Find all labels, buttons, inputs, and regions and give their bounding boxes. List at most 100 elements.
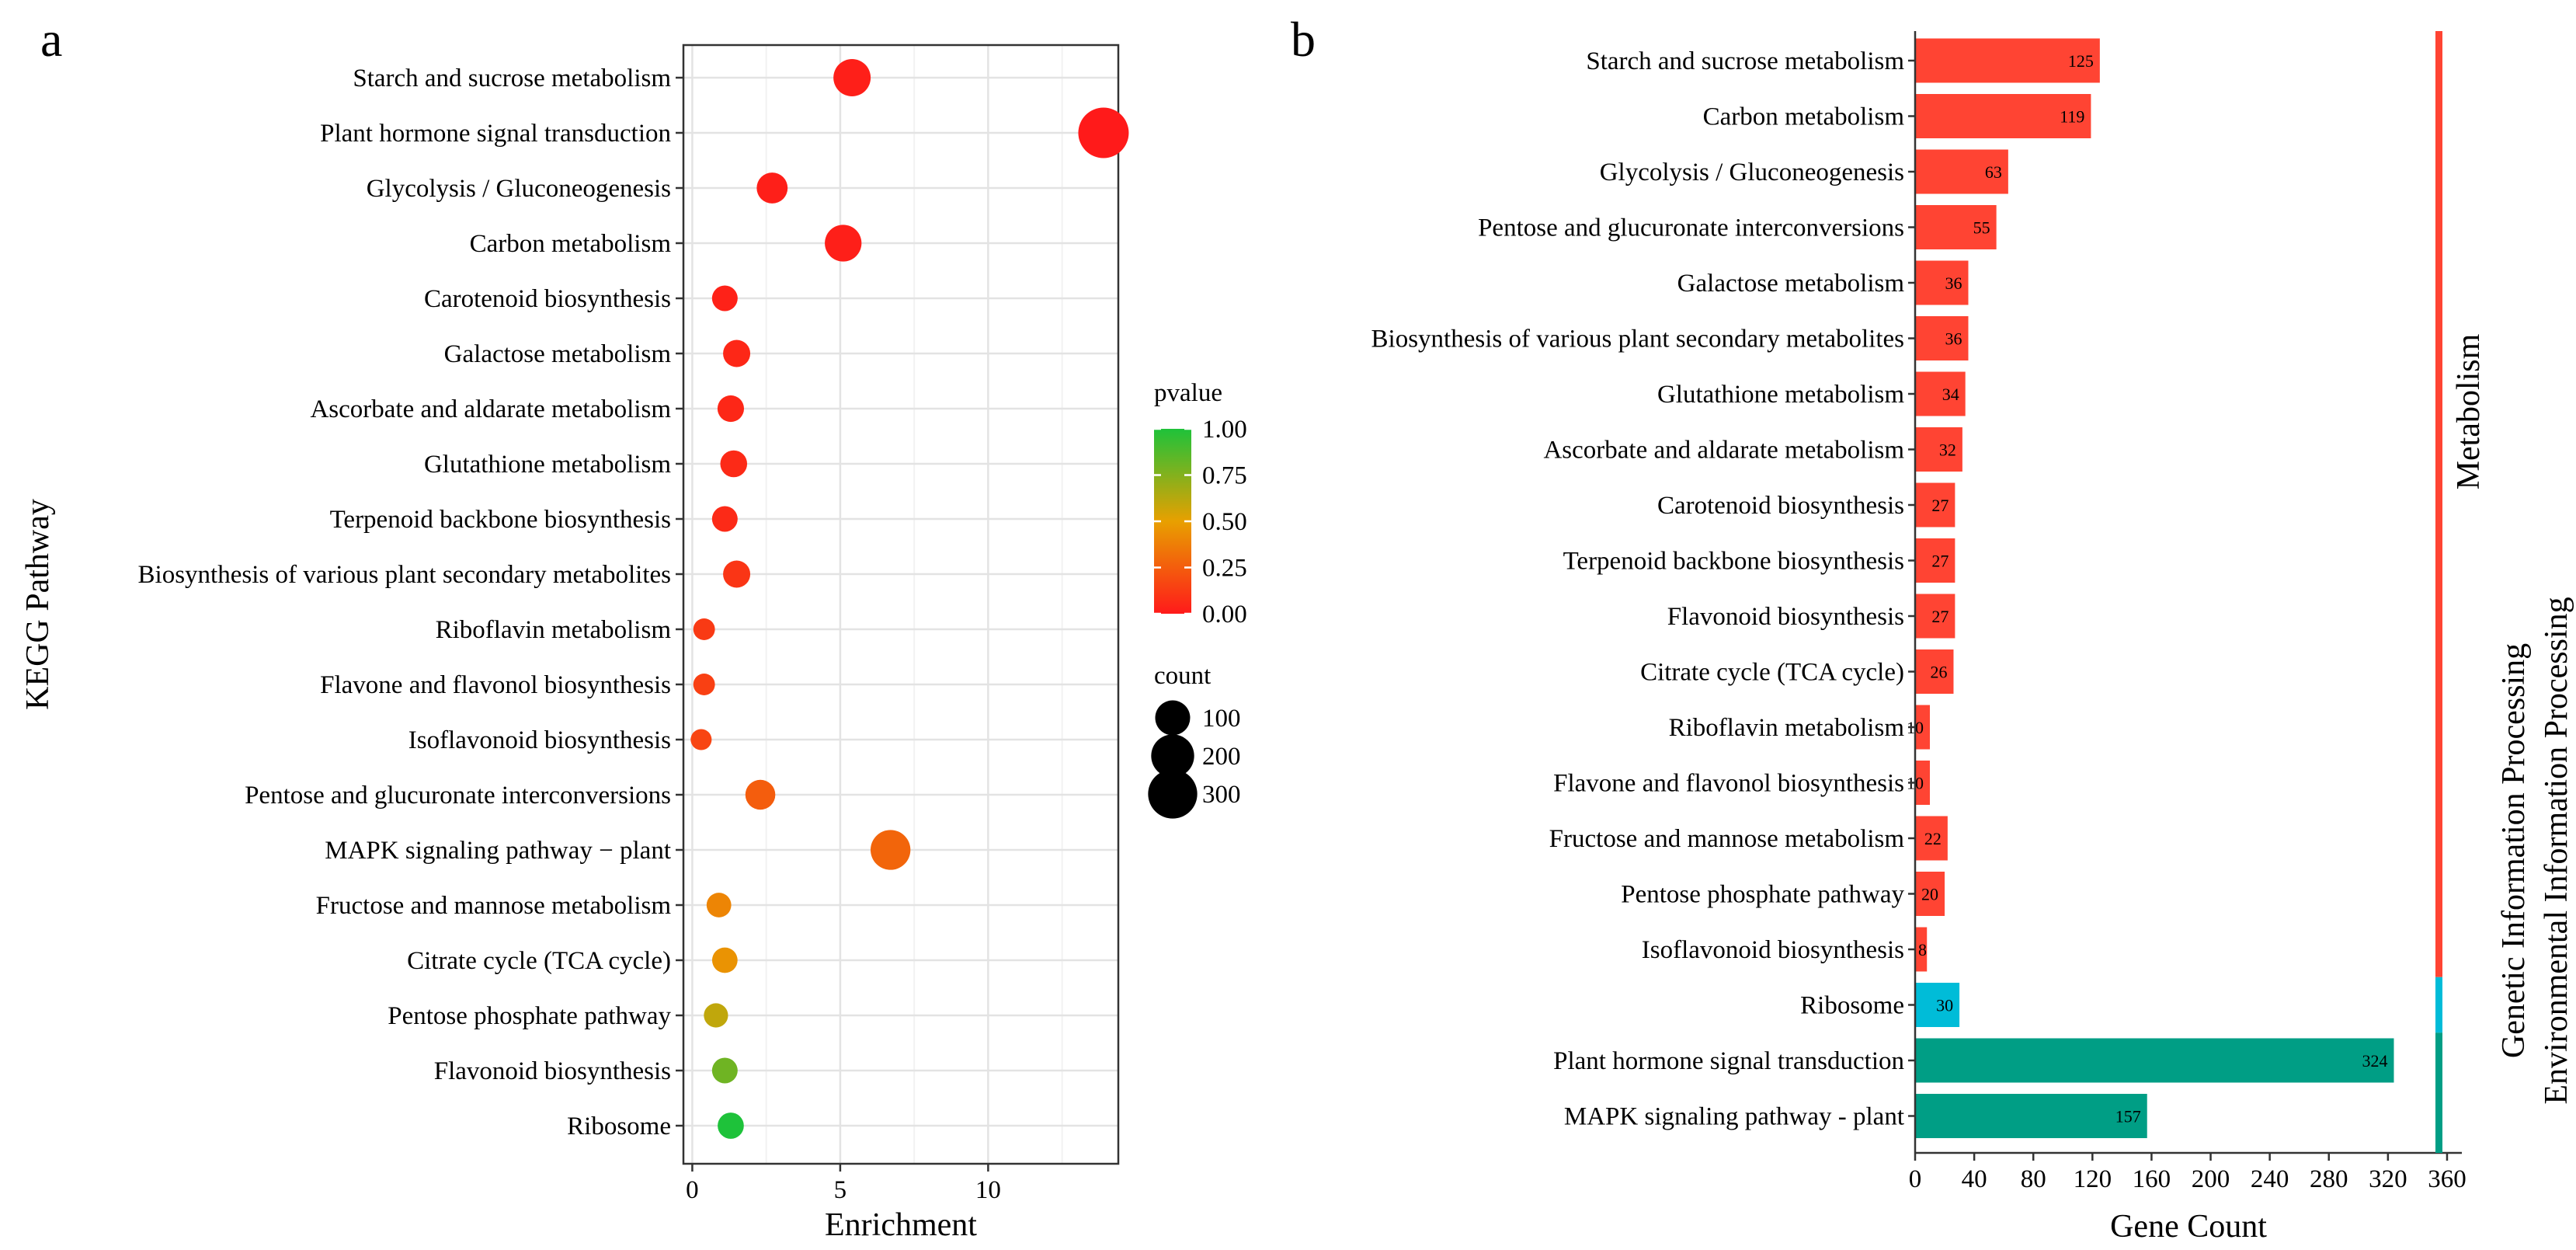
panel-b-bar-value-label: 125 bbox=[2068, 51, 2094, 71]
panel-b-y-tick-label: Pentose and glucuronate interconversions bbox=[1478, 214, 1904, 242]
panel-b-bar bbox=[1915, 260, 1969, 305]
panel-a-y-tick-label: Biosynthesis of various plant secondary … bbox=[138, 561, 671, 589]
panel-b-bar bbox=[1915, 94, 2091, 138]
panel-b-bar-value-label: 34 bbox=[1942, 385, 1959, 404]
panel-b-bar bbox=[1915, 149, 2008, 194]
panel-a-y-tick-label: Flavone and flavonol biosynthesis bbox=[320, 671, 671, 699]
panel-b-y-tick-label: Terpenoid backbone biosynthesis bbox=[1563, 548, 1904, 576]
panel-b-x-tick-label: 200 bbox=[2192, 1165, 2230, 1193]
panel-b-y-tick-label: Citrate cycle (TCA cycle) bbox=[1640, 659, 1904, 687]
panel-a-color-tick-label: 0.00 bbox=[1202, 601, 1247, 628]
panel-b-y-tick-label: Ascorbate and aldarate metabolism bbox=[1543, 437, 1904, 465]
panel-a-point bbox=[718, 1112, 744, 1139]
panel-a-size-legend-label: 100 bbox=[1202, 705, 1241, 733]
panel-b-bar bbox=[1915, 816, 1948, 861]
panel-b-bar-value-label: 22 bbox=[1924, 829, 1942, 848]
panel-a-y-tick-label: Isoflavonoid biosynthesis bbox=[408, 726, 671, 754]
panel-a-point bbox=[693, 618, 715, 640]
panel-a-color-tick-label: 0.75 bbox=[1202, 462, 1247, 490]
panel-b-bar-value-label: 32 bbox=[1939, 440, 1956, 460]
panel-b-x-tick-label: 0 bbox=[1909, 1165, 1922, 1193]
panel-b-bar bbox=[1915, 983, 1960, 1027]
panel-b-y-tick-label: MAPK signaling pathway - plant bbox=[1564, 1103, 1904, 1131]
panel-b-group-label: Environmental Information Processing bbox=[2539, 597, 2574, 1104]
panel-a-y-tick-label: Carbon metabolism bbox=[470, 230, 672, 258]
panel-b-bar-value-label: 27 bbox=[1931, 607, 1949, 626]
panel-b-bar-value-label: 20 bbox=[1921, 885, 1938, 904]
panel-b-y-tick-label: Carbon metabolism bbox=[1703, 103, 1905, 131]
panel-a-point bbox=[833, 59, 871, 96]
panel-b-y-tick-label: Flavone and flavonol biosynthesis bbox=[1553, 770, 1904, 798]
panel-a-size-legend-title: count bbox=[1154, 662, 1211, 690]
panel-a-point bbox=[706, 893, 732, 917]
panel-a-x-axis-title: Enrichment bbox=[825, 1207, 977, 1243]
panel-b-group-strip bbox=[2435, 31, 2442, 977]
panel-a-y-tick-label: Terpenoid backbone biosynthesis bbox=[330, 506, 671, 534]
panel-b-group-strip bbox=[2435, 1032, 2442, 1153]
panel-b-bar bbox=[1915, 205, 1997, 249]
panel-b-bar bbox=[1915, 649, 1954, 694]
panel-a-point bbox=[745, 779, 776, 810]
panel-a-y-tick-label: Starch and sucrose metabolism bbox=[353, 64, 671, 92]
panel-b-bar bbox=[1915, 872, 1945, 916]
panel-a-y-tick-label: Pentose and glucuronate interconversions bbox=[245, 782, 671, 810]
panel-a-size-legend-dot bbox=[1151, 734, 1194, 778]
panel-b-y-tick-label: Ribosome bbox=[1800, 992, 1904, 1020]
panel-a-size-legend-label: 200 bbox=[1202, 743, 1241, 771]
panel-a-label: a bbox=[40, 12, 62, 67]
panel-b-x-tick-label: 240 bbox=[2251, 1165, 2289, 1193]
panel-a-point bbox=[871, 830, 911, 870]
panel-b-y-tick-label: Riboflavin metabolism bbox=[1669, 714, 1905, 742]
panel-b-bar-value-label: 36 bbox=[1945, 273, 1962, 293]
panel-a-point bbox=[711, 506, 738, 532]
panel-b-bar-value-label: 55 bbox=[1973, 218, 1990, 238]
panel-b-bar bbox=[1915, 1094, 2147, 1138]
panel-b-bar bbox=[1915, 38, 2100, 83]
panel-a-y-tick-label: Riboflavin metabolism bbox=[436, 616, 672, 644]
panel-b-bar bbox=[1915, 538, 1955, 583]
panel-b-label: b bbox=[1291, 12, 1316, 67]
panel-a-y-tick-label: MAPK signaling pathway − plant bbox=[325, 837, 671, 865]
panel-b-bar-value-label: 324 bbox=[2362, 1051, 2387, 1071]
panel-b-y-tick-label: Fructose and mannose metabolism bbox=[1549, 825, 1905, 853]
panel-a-point bbox=[825, 225, 862, 262]
panel-b-group-label: Metabolism bbox=[2451, 333, 2487, 489]
panel-a-y-tick-label: Galactose metabolism bbox=[444, 340, 672, 368]
panel-a-plot-background bbox=[683, 45, 1118, 1164]
panel-a-point bbox=[704, 1003, 728, 1028]
panel-b-bar-chart: 125 Starch and sucrose metabolism 119 Carbo… bbox=[1371, 31, 2574, 1245]
panel-b-y-tick-label: Carotenoid biosynthesis bbox=[1657, 492, 1904, 520]
panel-a-y-tick-label: Pentose phosphate pathway bbox=[388, 1002, 671, 1030]
panel-a-point bbox=[1078, 107, 1129, 158]
panel-a-point bbox=[723, 560, 751, 588]
panel-b-bar bbox=[1915, 594, 1955, 639]
panel-a-color-tick-label: 1.00 bbox=[1202, 416, 1247, 444]
panel-b-bar bbox=[1915, 927, 1928, 972]
panel-b-bar bbox=[1915, 427, 1962, 472]
panel-a-color-legend-title: pvalue bbox=[1154, 379, 1222, 407]
panel-a-y-tick-label: Carotenoid biosynthesis bbox=[424, 285, 671, 313]
panel-b-y-tick-label: Galactose metabolism bbox=[1677, 270, 1905, 298]
panel-b-x-tick-label: 280 bbox=[2310, 1165, 2348, 1193]
panel-a-y-tick-label: Glycolysis / Gluconeogenesis bbox=[367, 175, 671, 203]
panel-b-bar-value-label: 27 bbox=[1931, 552, 1949, 571]
panel-a-size-legend-dot bbox=[1155, 700, 1191, 736]
panel-a-point bbox=[711, 1057, 738, 1084]
panel-b-bar bbox=[1915, 316, 1969, 360]
panel-b-y-tick-label: Isoflavonoid biosynthesis bbox=[1642, 936, 1904, 964]
panel-a-y-axis-title: KEGG Pathway bbox=[20, 499, 56, 710]
panel-a-y-tick-label: Fructose and mannose metabolism bbox=[316, 892, 672, 920]
panel-a-dot-plot: Starch and sucrose metabolism Plant hormo… bbox=[20, 44, 1247, 1243]
panel-b-bar-value-label: 8 bbox=[1918, 940, 1927, 959]
panel-b-bar bbox=[1915, 371, 1966, 416]
panel-b-bar bbox=[1915, 1038, 2394, 1083]
panel-b-x-tick-label: 120 bbox=[2074, 1165, 2112, 1193]
panel-a-plot-border bbox=[682, 44, 1120, 1165]
panel-b-bar-value-label: 36 bbox=[1945, 329, 1962, 349]
panel-b-y-tick-label: Starch and sucrose metabolism bbox=[1586, 47, 1904, 75]
panel-a-point bbox=[690, 729, 712, 750]
panel-a-point bbox=[717, 395, 745, 423]
panel-a-size-legend-dot bbox=[1148, 769, 1198, 819]
panel-b-bar bbox=[1915, 482, 1955, 528]
panel-b-bar bbox=[1915, 705, 1931, 750]
